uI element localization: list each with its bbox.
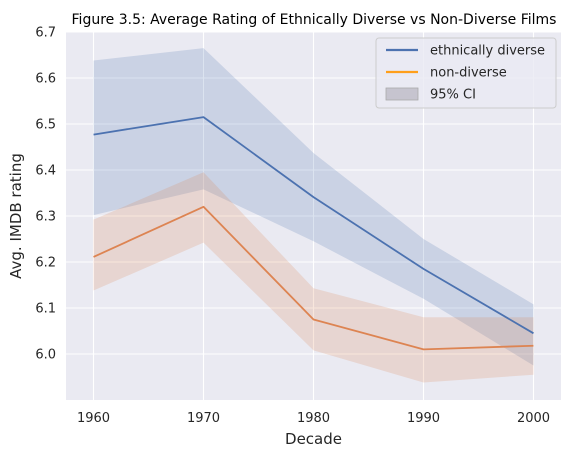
x-tick-label: 1990 <box>407 411 440 426</box>
grid <box>66 31 561 400</box>
x-tick-label: 1980 <box>297 411 330 426</box>
y-tick-label: 6.3 <box>35 210 56 225</box>
y-tick-label: 6.2 <box>35 256 56 271</box>
y-tick-label: 6.1 <box>35 302 56 317</box>
y-tick-label: 6.0 <box>35 348 56 363</box>
y-axis-label: Avg. IMDB rating <box>7 153 25 279</box>
ci-band-ethnically-diverse <box>93 48 534 366</box>
legend-label: ethnically diverse <box>430 44 545 59</box>
x-tick-label: 1970 <box>187 411 220 426</box>
series-line-ethnically-diverse <box>93 116 534 335</box>
y-axis-ticks: 6.0 6.1 6.2 6.3 6.4 6.5 6.6 6.7 <box>35 26 56 363</box>
legend: ethnically diverse non-diverse 95% CI <box>375 37 557 109</box>
x-tick-label: 2000 <box>517 411 550 426</box>
y-tick-label: 6.4 <box>35 164 56 179</box>
y-tick-label: 6.6 <box>35 72 56 87</box>
ci-band-non-diverse <box>93 172 534 383</box>
legend-label: non-diverse <box>430 66 507 81</box>
y-tick-label: 6.5 <box>35 118 56 133</box>
x-axis-ticks: 1960 1970 1980 1990 2000 <box>77 411 550 426</box>
x-axis-label: Decade <box>285 430 342 448</box>
legend-box <box>375 37 557 109</box>
series-lines <box>93 116 534 351</box>
chart-title: Figure 3.5: Average Rating of Ethnically… <box>72 12 557 28</box>
legend-label: 95% CI <box>430 88 476 103</box>
legend-patch-swatch <box>385 87 419 101</box>
x-tick-label: 1960 <box>77 411 110 426</box>
series-line-non-diverse <box>93 205 534 351</box>
y-tick-label: 6.7 <box>35 26 56 41</box>
confidence-bands <box>93 48 534 383</box>
